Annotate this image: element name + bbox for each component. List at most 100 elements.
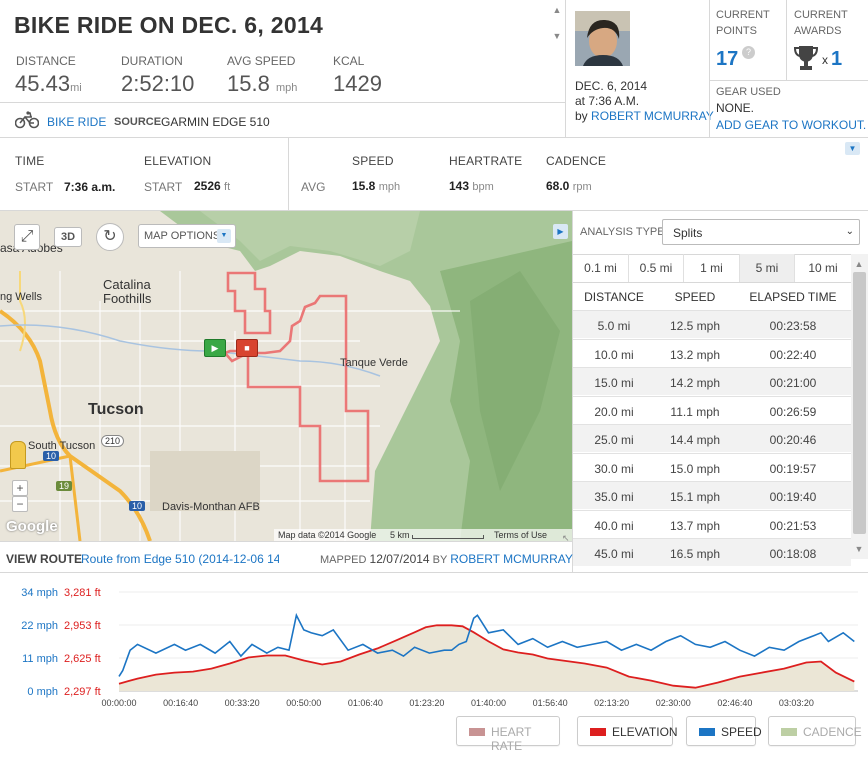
- legend-speed-button[interactable]: SPEED: [686, 716, 762, 746]
- split-elapsed: 00:18:08: [769, 547, 817, 561]
- zoom-out-button[interactable]: −: [12, 496, 28, 512]
- map-options-button[interactable]: MAP OPTIONS ▼: [138, 224, 236, 248]
- split-speed: 15.0 mph: [669, 461, 721, 476]
- route-map[interactable]: asa Adobes ng Wells Catalina Foothills T…: [0, 211, 572, 541]
- legend-heart-rate-button[interactable]: HEART RATE: [456, 716, 560, 753]
- time-axis-tick: 03:03:20: [779, 698, 814, 708]
- expand-details-icon[interactable]: ▼: [845, 142, 860, 155]
- start-marker-icon[interactable]: ▶: [204, 339, 226, 357]
- legend-label: CADENCE: [803, 725, 862, 739]
- zoom-in-button[interactable]: +: [12, 480, 28, 496]
- speed-axis-tick: 11 mph: [22, 653, 58, 665]
- route-shield-10b: 10: [129, 501, 146, 511]
- route-name-link[interactable]: Route from Edge 510 (2014-12-06 14:3: [81, 552, 279, 566]
- avg-speed-detail: 15.8 mph: [352, 179, 401, 193]
- splits-scroll-down-icon[interactable]: ▼: [854, 544, 864, 554]
- source-value: GARMIN EDGE 510: [161, 115, 270, 129]
- tab-5-mi[interactable]: 5 mi: [740, 254, 795, 282]
- stop-marker-icon[interactable]: ■: [236, 339, 258, 357]
- split-distance: 5.0 mi: [597, 319, 631, 333]
- speed-axis-tick: 0 mph: [27, 686, 58, 698]
- duration-label: DURATION: [121, 54, 183, 68]
- split-row: 35.0 mi 15.1 mph 00:19:40: [573, 481, 851, 509]
- time-axis-tick: 00:00:00: [101, 698, 136, 708]
- select-chevron-icon: ⌄: [845, 226, 854, 237]
- activity-type-link[interactable]: BIKE RIDE: [47, 115, 107, 129]
- tab-0-5-mi[interactable]: 0.5 mi: [629, 254, 684, 282]
- cadence-label: CADENCE: [546, 154, 607, 168]
- route-shield-19: 19: [56, 481, 73, 491]
- split-elapsed: 00:21:00: [769, 376, 817, 390]
- time-axis-tick: 02:46:40: [717, 698, 752, 708]
- street-view-pegman-icon[interactable]: [10, 441, 26, 469]
- map-canvas: [0, 211, 572, 541]
- tab-0-1-mi[interactable]: 0.1 mi: [573, 254, 629, 282]
- map-terms-link[interactable]: Terms of Use: [494, 530, 548, 540]
- legend-label: SPEED: [721, 725, 762, 739]
- split-row: 30.0 mi 15.0 mph 00:19:57: [573, 452, 851, 481]
- split-elapsed: 00:21:53: [769, 518, 817, 533]
- split-distance: 45.0 mi: [594, 547, 634, 561]
- map-label-wells: ng Wells: [0, 291, 42, 303]
- legend-swatch: [590, 728, 606, 736]
- split-speed: 16.5 mph: [669, 547, 721, 561]
- split-speed: 13.2 mph: [669, 347, 721, 362]
- split-elapsed: 00:19:40: [769, 490, 817, 504]
- add-gear-link[interactable]: ADD GEAR TO WORKOUT.: [716, 118, 867, 132]
- elevation-axis-tick: 2,625 ft: [64, 653, 101, 665]
- analysis-type-select[interactable]: Splits ⌄: [662, 219, 860, 245]
- split-distance: 20.0 mi: [594, 404, 634, 419]
- avg-speed-value: 15.8 mph: [227, 71, 298, 96]
- map-attribution: Map data ©2014 Google: [278, 530, 377, 540]
- avg-speed-label: AVG SPEED: [227, 54, 296, 68]
- split-distance: 25.0 mi: [594, 433, 634, 447]
- split-elapsed: 00:26:59: [769, 404, 817, 419]
- split-elapsed: 00:22:40: [769, 347, 817, 362]
- time-label: TIME: [15, 154, 45, 168]
- mapped-by-link[interactable]: ROBERT MCMURRAY: [450, 552, 573, 566]
- time-axis-tick: 02:30:00: [656, 698, 691, 708]
- scroll-down-icon[interactable]: ▼: [552, 31, 562, 41]
- time-axis-tick: 00:33:20: [225, 698, 260, 708]
- fullscreen-icon[interactable]: ⤢: [14, 224, 40, 250]
- elevation-line: [118, 624, 855, 689]
- awards-value: 1: [831, 48, 843, 70]
- 3d-view-button[interactable]: 3D: [54, 227, 82, 247]
- legend-elevation-button[interactable]: ELEVATION: [577, 716, 678, 746]
- owner-link[interactable]: ROBERT MCMURRAY: [591, 109, 714, 123]
- speed-line: [118, 612, 855, 677]
- split-distance: 40.0 mi: [594, 518, 634, 533]
- resize-handle-icon[interactable]: ↖: [562, 533, 570, 543]
- distance-value: 45.43mi: [15, 71, 82, 96]
- map-label-tucson: Tucson: [88, 401, 144, 418]
- avatar[interactable]: [575, 11, 630, 66]
- speed-axis-tick: 22 mph: [21, 620, 58, 632]
- avatar-photo: [575, 11, 630, 66]
- legend-cadence-button[interactable]: CADENCE: [768, 716, 862, 746]
- awards-label: CURRENT AWARDS: [794, 9, 848, 37]
- gear-label: GEAR USED: [716, 86, 781, 98]
- split-elapsed: 00:19:57: [769, 461, 817, 476]
- map-scale: 5 km: [390, 530, 410, 540]
- collapse-panel-icon[interactable]: ▶: [553, 224, 568, 239]
- kcal-label: KCAL: [333, 54, 365, 68]
- avg-cadence: 68.0 rpm: [546, 179, 592, 193]
- tab-10-mi[interactable]: 10 mi: [808, 261, 838, 275]
- split-distance: 15.0 mi: [594, 376, 634, 390]
- splits-scroll-thumb[interactable]: [853, 272, 866, 534]
- split-speed: 11.1 mph: [670, 404, 720, 419]
- scroll-up-icon[interactable]: ▲: [552, 5, 562, 15]
- elevation-area: [119, 625, 855, 691]
- legend-swatch: [469, 728, 485, 736]
- elevation-axis-tick: 3,281 ft: [64, 587, 101, 599]
- elevation-axis-tick: 2,297 ft: [64, 686, 101, 698]
- replay-icon[interactable]: ↻: [96, 223, 124, 251]
- points-label: CURRENT POINTS: [716, 9, 770, 37]
- workout-time: at 7:36 A.M.: [575, 94, 640, 108]
- time-axis-tick: 01:56:40: [533, 698, 568, 708]
- activity-chart[interactable]: 34 mph 3,281 ft 22 mph 2,953 ft 11 mph 2,625 …: [0, 572, 868, 717]
- tab-1-mi[interactable]: 1 mi: [684, 254, 740, 282]
- splits-scroll-up-icon[interactable]: ▲: [854, 259, 864, 269]
- help-icon[interactable]: ?: [742, 46, 755, 59]
- gear-value: NONE.: [716, 101, 755, 115]
